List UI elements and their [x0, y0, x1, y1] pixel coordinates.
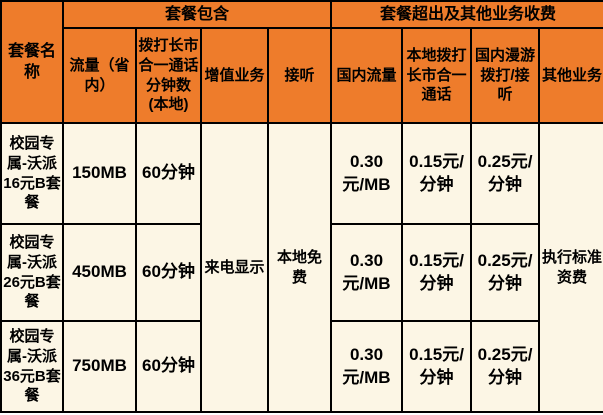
header-answering: 接听 — [266, 27, 333, 124]
group-header-row: 套餐名 称 套餐包含 套餐超出及其他业务收费 — [0, 0, 603, 124]
cell-domestic-flow: 0.30 元/MB — [330, 122, 404, 225]
cell-local-free: 本地免费 — [266, 122, 333, 413]
group-header-included: 套餐包含 — [61, 0, 333, 29]
cell-roaming: 0.25元/ 分钟 — [470, 122, 541, 225]
cell-local-call: 0.15元/ 分钟 — [401, 223, 473, 322]
cell-minutes: 60分钟 — [135, 320, 202, 413]
header-roaming: 国内漫游 拨打/接 听 — [470, 27, 541, 124]
table-row: 校园专 属-沃派 36元B套 餐 750MB 60分钟 0.30 元/MB 0.… — [0, 320, 603, 413]
table-row: 校园专 属-沃派 26元B套 餐 450MB 60分钟 0.30 元/MB 0.… — [0, 223, 603, 322]
cell-roaming: 0.25元/ 分钟 — [470, 223, 541, 322]
header-local-call: 本地拨打 长市合一 通话 — [401, 27, 473, 124]
header-domestic-flow: 国内流量 — [330, 27, 404, 124]
cell-flow: 450MB — [62, 223, 137, 322]
cell-package-name: 校园专 属-沃派 26元B套 餐 — [0, 223, 64, 322]
cell-minutes: 60分钟 — [135, 122, 202, 225]
cell-flow: 750MB — [62, 320, 137, 413]
table-row: 校园专 属-沃派 16元B套 餐 150MB 60分钟 来电显示 本地免费 0.… — [0, 122, 603, 413]
cell-standard-tariff: 执行标准 资费 — [538, 122, 603, 413]
cell-minutes: 60分钟 — [135, 223, 202, 322]
cell-domestic-flow: 0.30 元/MB — [330, 223, 404, 322]
header-package-name: 套餐名 称 — [0, 0, 64, 124]
cell-flow: 150MB — [62, 122, 137, 225]
column-header-row: 流量（省 内） 拨打长市 合一通话 分钟数 (本地) 增值业务 接听 国内流量 … — [1, 27, 603, 124]
cell-caller-id: 来电显示 — [200, 122, 269, 413]
header-call-minutes: 拨打长市 合一通话 分钟数 (本地) — [135, 27, 202, 124]
cell-package-name: 校园专 属-沃派 36元B套 餐 — [0, 320, 64, 413]
header-flow: 流量（省 内） — [62, 27, 137, 124]
cell-local-call: 0.15元/ 分钟 — [401, 320, 473, 413]
cell-roaming: 0.25元/ 分钟 — [470, 320, 541, 413]
group-header-overage: 套餐超出及其他业务收费 — [330, 0, 603, 29]
cell-domestic-flow: 0.30 元/MB — [330, 320, 404, 413]
header-value-added-service: 增值业务 — [200, 27, 269, 124]
cell-package-name: 校园专 属-沃派 16元B套 餐 — [0, 122, 64, 225]
cell-local-call: 0.15元/ 分钟 — [401, 122, 473, 225]
header-other-services: 其他业务 — [538, 27, 603, 124]
